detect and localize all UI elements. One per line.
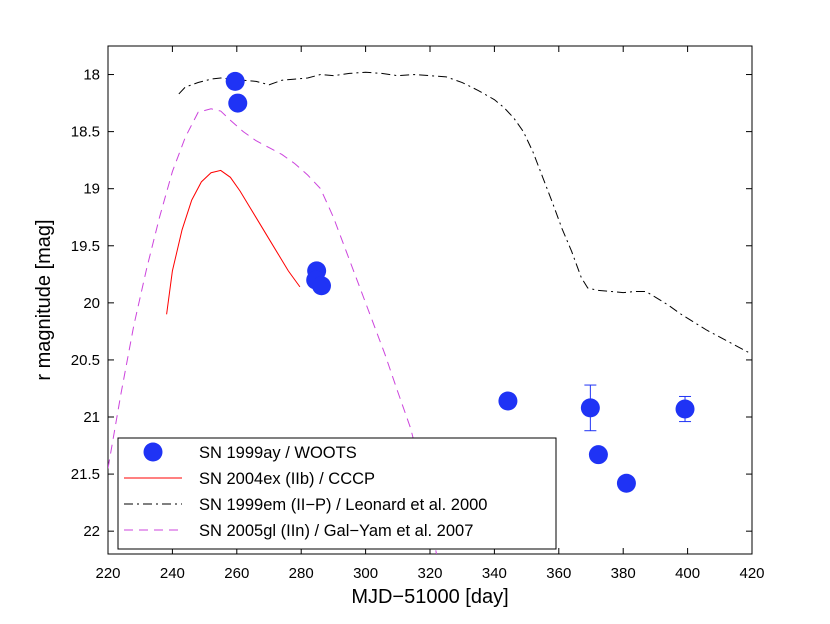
series-line-1 (166, 169, 301, 315)
woots-data-point (228, 93, 248, 113)
woots-data-point (311, 276, 331, 296)
x-tick-label: 340 (482, 565, 507, 582)
y-tick-label: 22 (83, 523, 100, 540)
series-line-3 (108, 108, 437, 554)
legend-box (117, 437, 557, 550)
woots-data-point (675, 399, 695, 419)
x-tick-label: 380 (611, 565, 636, 582)
x-tick-label: 300 (353, 565, 378, 582)
legend-label-galyam: SN 2005gl (IIn) / Gal−Yam et al. 2007 (199, 522, 473, 540)
legend-label-woots: SN 1999ay / WOOTS (199, 444, 357, 462)
series-lines (108, 71, 752, 554)
axis-ticks: 220 240 260 280 300 320 340 360 380 400 420 18 18.5 1… (71, 46, 765, 582)
woots-data-point (616, 473, 636, 493)
woots-data-point (580, 398, 600, 418)
y-tick-label: 19.5 (71, 238, 100, 255)
x-tick-label: 240 (160, 565, 185, 582)
legend: SN 1999ay / WOOTS SN 2004ex (IIb) / CCCP… (117, 437, 557, 550)
y-tick-label: 18 (83, 67, 100, 84)
x-tick-label: 280 (289, 565, 314, 582)
legend-label-leonard: SN 1999em (II−P) / Leonard et al. 2000 (199, 496, 487, 514)
woots-data-point (225, 71, 245, 91)
y-tick-label: 18.5 (71, 124, 100, 141)
data-points (225, 71, 695, 493)
y-tick-label: 21.5 (71, 466, 100, 483)
y-tick-label: 20.5 (71, 352, 100, 369)
y-axis-label: r magnitude [mag] (33, 219, 55, 380)
y-tick-label: 20 (83, 295, 100, 312)
legend-label-cccp: SN 2004ex (IIb) / CCCP (199, 470, 375, 488)
y-tick-label: 19 (83, 181, 100, 198)
x-tick-label: 320 (417, 565, 442, 582)
x-tick-label: 420 (739, 565, 764, 582)
x-tick-label: 260 (224, 565, 249, 582)
legend-marker-woots (143, 442, 163, 462)
woots-data-point (498, 391, 518, 411)
y-tick-label: 21 (83, 409, 100, 426)
x-tick-label: 220 (95, 565, 120, 582)
x-axis-label: MJD−51000 [day] (351, 586, 508, 608)
series-line-2 (178, 71, 752, 355)
x-tick-label: 360 (546, 565, 571, 582)
x-tick-label: 400 (675, 565, 700, 582)
woots-data-point (588, 445, 608, 465)
